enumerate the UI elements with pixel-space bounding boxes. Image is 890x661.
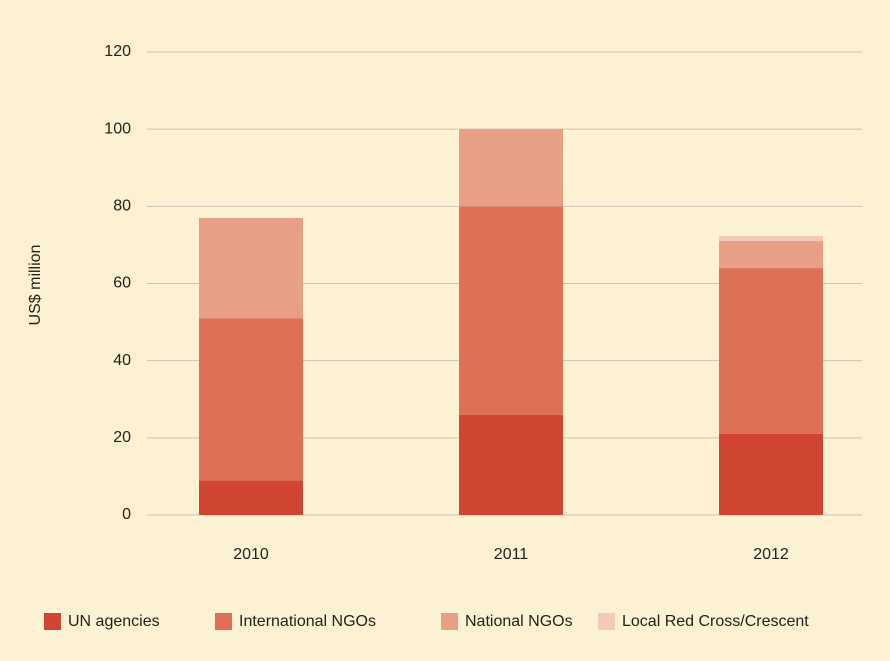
legend-label: Local Red Cross/Crescent [622,613,809,630]
y-tick-label: 100 [104,120,131,137]
bar-segment [459,414,563,515]
x-tick-label: 2011 [494,546,529,563]
y-tick-label: 60 [113,275,131,292]
y-axis-label: US$ million [27,245,44,326]
x-tick-label: 2012 [753,546,789,563]
y-tick-label: 20 [113,429,131,446]
bar-segment [719,268,823,434]
bar-segment [459,206,563,415]
legend-label: UN agencies [68,613,160,630]
legend-swatch [44,613,61,630]
bar-segment [199,480,303,515]
legend-label: National NGOs [465,613,573,630]
legend-swatch [598,613,615,630]
y-tick-label: 80 [113,198,131,215]
bar-segment [719,236,823,242]
x-tick-label: 2010 [233,546,269,563]
legend-label: International NGOs [239,613,376,630]
bar-segment [199,318,303,481]
bar-segment [719,241,823,269]
bar-segment [719,433,823,515]
bar-segment [199,217,303,319]
legend-swatch [215,613,232,630]
y-tick-label: 0 [122,506,131,523]
legend-swatch [441,613,458,630]
y-tick-label: 120 [104,43,131,60]
y-tick-label: 40 [113,352,131,369]
bar-segment [459,129,563,207]
